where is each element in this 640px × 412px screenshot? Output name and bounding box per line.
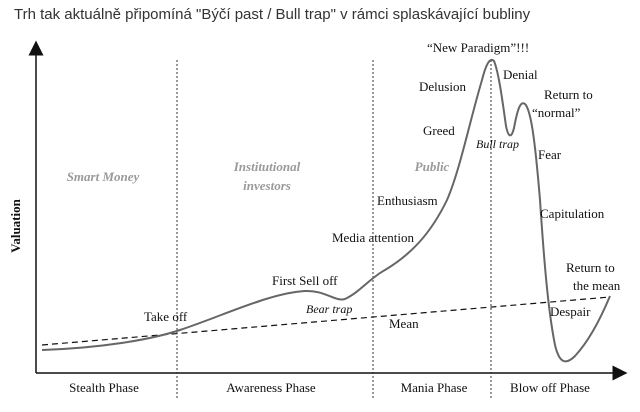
- return-to-normal-line2: “normal”: [532, 105, 581, 120]
- page-title: Trh tak aktuálně připomíná "Býčí past / …: [14, 6, 531, 23]
- bull-trap-label: Bull trap: [476, 137, 519, 151]
- greed-label: Greed: [423, 123, 455, 138]
- media-attention-label: Media attention: [332, 230, 414, 245]
- phase-blow-off-label: Blow off Phase: [510, 380, 590, 395]
- return-to-mean-line1: Return to: [566, 260, 615, 275]
- phase-stealth-label: Stealth Phase: [69, 380, 139, 395]
- smart-money-label: Smart Money: [67, 169, 140, 184]
- fear-label: Fear: [538, 147, 562, 162]
- take-off-label: Take off: [144, 309, 188, 324]
- return-to-mean-line2: the mean: [573, 278, 621, 293]
- enthusiasm-label: Enthusiasm: [377, 193, 438, 208]
- institutional-label-line2: investors: [243, 178, 291, 193]
- public-label: Public: [415, 159, 450, 174]
- return-to-normal-line1: Return to: [544, 87, 593, 102]
- y-axis-label: Valuation: [8, 198, 23, 252]
- new-paradigm-label: “New Paradigm”!!!: [427, 40, 529, 55]
- mean-label: Mean: [389, 316, 419, 331]
- despair-label: Despair: [550, 304, 591, 319]
- first-sell-off-label: First Sell off: [272, 273, 338, 288]
- phase-mania-label: Mania Phase: [401, 380, 468, 395]
- denial-label: Denial: [503, 67, 538, 82]
- phase-awareness-label: Awareness Phase: [226, 380, 316, 395]
- institutional-label-line1: Institutional: [233, 159, 301, 174]
- valuation-curve: [41, 59, 611, 363]
- mean-line: [41, 296, 611, 346]
- bear-trap-label: Bear trap: [306, 302, 352, 316]
- delusion-label: Delusion: [419, 79, 466, 94]
- capitulation-label: Capitulation: [540, 206, 605, 221]
